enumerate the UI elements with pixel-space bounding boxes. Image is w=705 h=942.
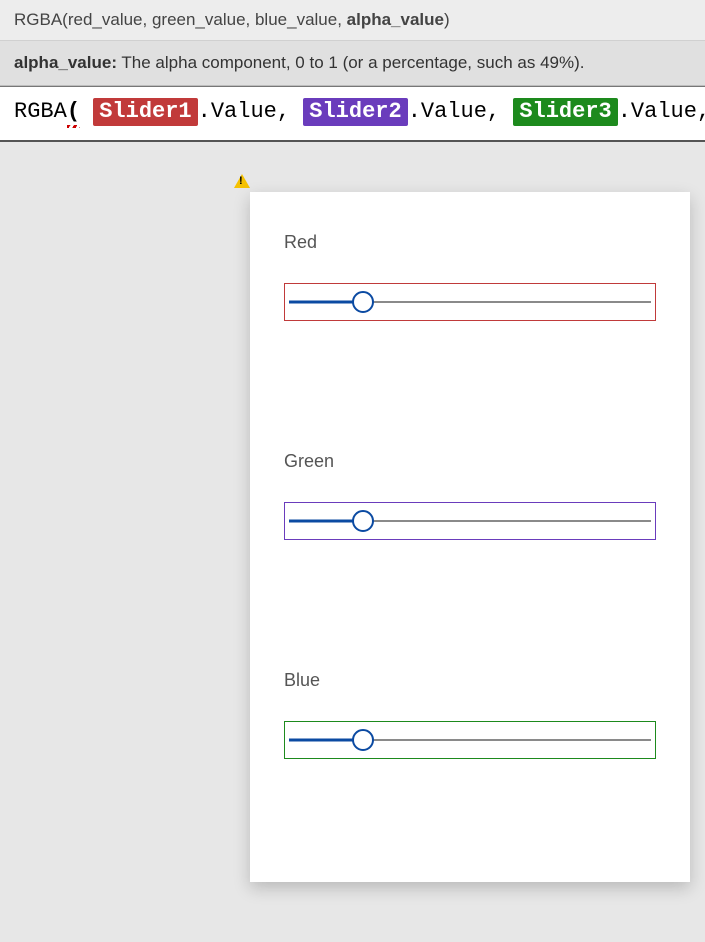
- token-slider1-suffix: .Value,: [198, 99, 304, 124]
- slider2[interactable]: [284, 502, 656, 540]
- token-slider3: Slider3: [513, 98, 617, 126]
- intellisense-param-help: alpha_value: The alpha component, 0 to 1…: [0, 41, 705, 86]
- slider1[interactable]: [284, 283, 656, 321]
- token-slider1: Slider1: [93, 98, 197, 126]
- formula-bar[interactable]: RGBA( Slider1.Value, Slider2.Value, Slid…: [0, 86, 705, 142]
- token-slider2-suffix: .Value,: [408, 99, 514, 124]
- slider-thumb[interactable]: [352, 510, 374, 532]
- formula-space: [80, 99, 93, 124]
- param-description: The alpha component, 0 to 1 (or a percen…: [117, 53, 584, 72]
- slider-block-red: Red: [284, 232, 656, 321]
- intellisense-signature: RGBA(red_value, green_value, blue_value,…: [0, 0, 705, 41]
- slider-label-red: Red: [284, 232, 656, 253]
- signature-current-param: alpha_value: [347, 10, 444, 29]
- slider-thumb[interactable]: [352, 729, 374, 751]
- slider3[interactable]: [284, 721, 656, 759]
- token-slider2: Slider2: [303, 98, 407, 126]
- design-canvas[interactable]: Red Green Blue: [0, 142, 705, 914]
- slider-block-blue: Blue: [284, 670, 656, 759]
- form-card[interactable]: Red Green Blue: [250, 192, 690, 882]
- formula-function-name: RGBA: [14, 99, 67, 124]
- signature-text: RGBA(red_value, green_value, blue_value,…: [14, 10, 450, 29]
- slider-thumb[interactable]: [352, 291, 374, 313]
- slider-label-green: Green: [284, 451, 656, 472]
- formula-open-paren: (: [67, 99, 80, 124]
- token-slider3-suffix: .Value,: [618, 99, 705, 124]
- slider-label-blue: Blue: [284, 670, 656, 691]
- param-name: alpha_value:: [14, 53, 117, 72]
- warning-icon: [234, 174, 250, 188]
- signature-prefix: RGBA(red_value, green_value, blue_value,: [14, 10, 347, 29]
- slider-block-green: Green: [284, 451, 656, 540]
- signature-suffix: ): [444, 10, 450, 29]
